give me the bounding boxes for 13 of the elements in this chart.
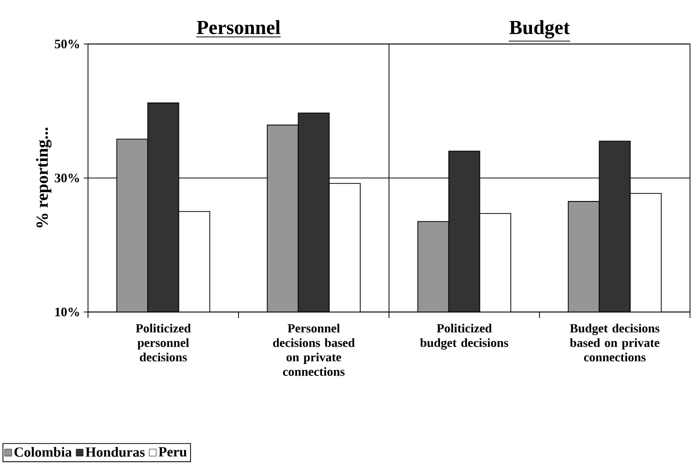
x-tick-label: Politicized budget decisions [420, 324, 508, 350]
legend-label: Colombia [14, 446, 72, 457]
legend-label: Peru [158, 447, 187, 457]
y-axis-title: % reporting... [36, 128, 52, 228]
x-tick-label: Budget decisions based on private connections [570, 324, 660, 362]
x-tick-label: Politicized personnel decisions [136, 324, 191, 362]
y-tick-label: 30% [54, 174, 80, 182]
text: Personnel [196, 20, 280, 34]
x-tick-label: Personnel decisions based on private connections [273, 324, 355, 376]
y-tick-label: 50% [54, 40, 80, 48]
legend-label: Honduras [86, 446, 145, 457]
y-tick-label: 10% [55, 308, 80, 316]
text: Budget [509, 20, 570, 38]
